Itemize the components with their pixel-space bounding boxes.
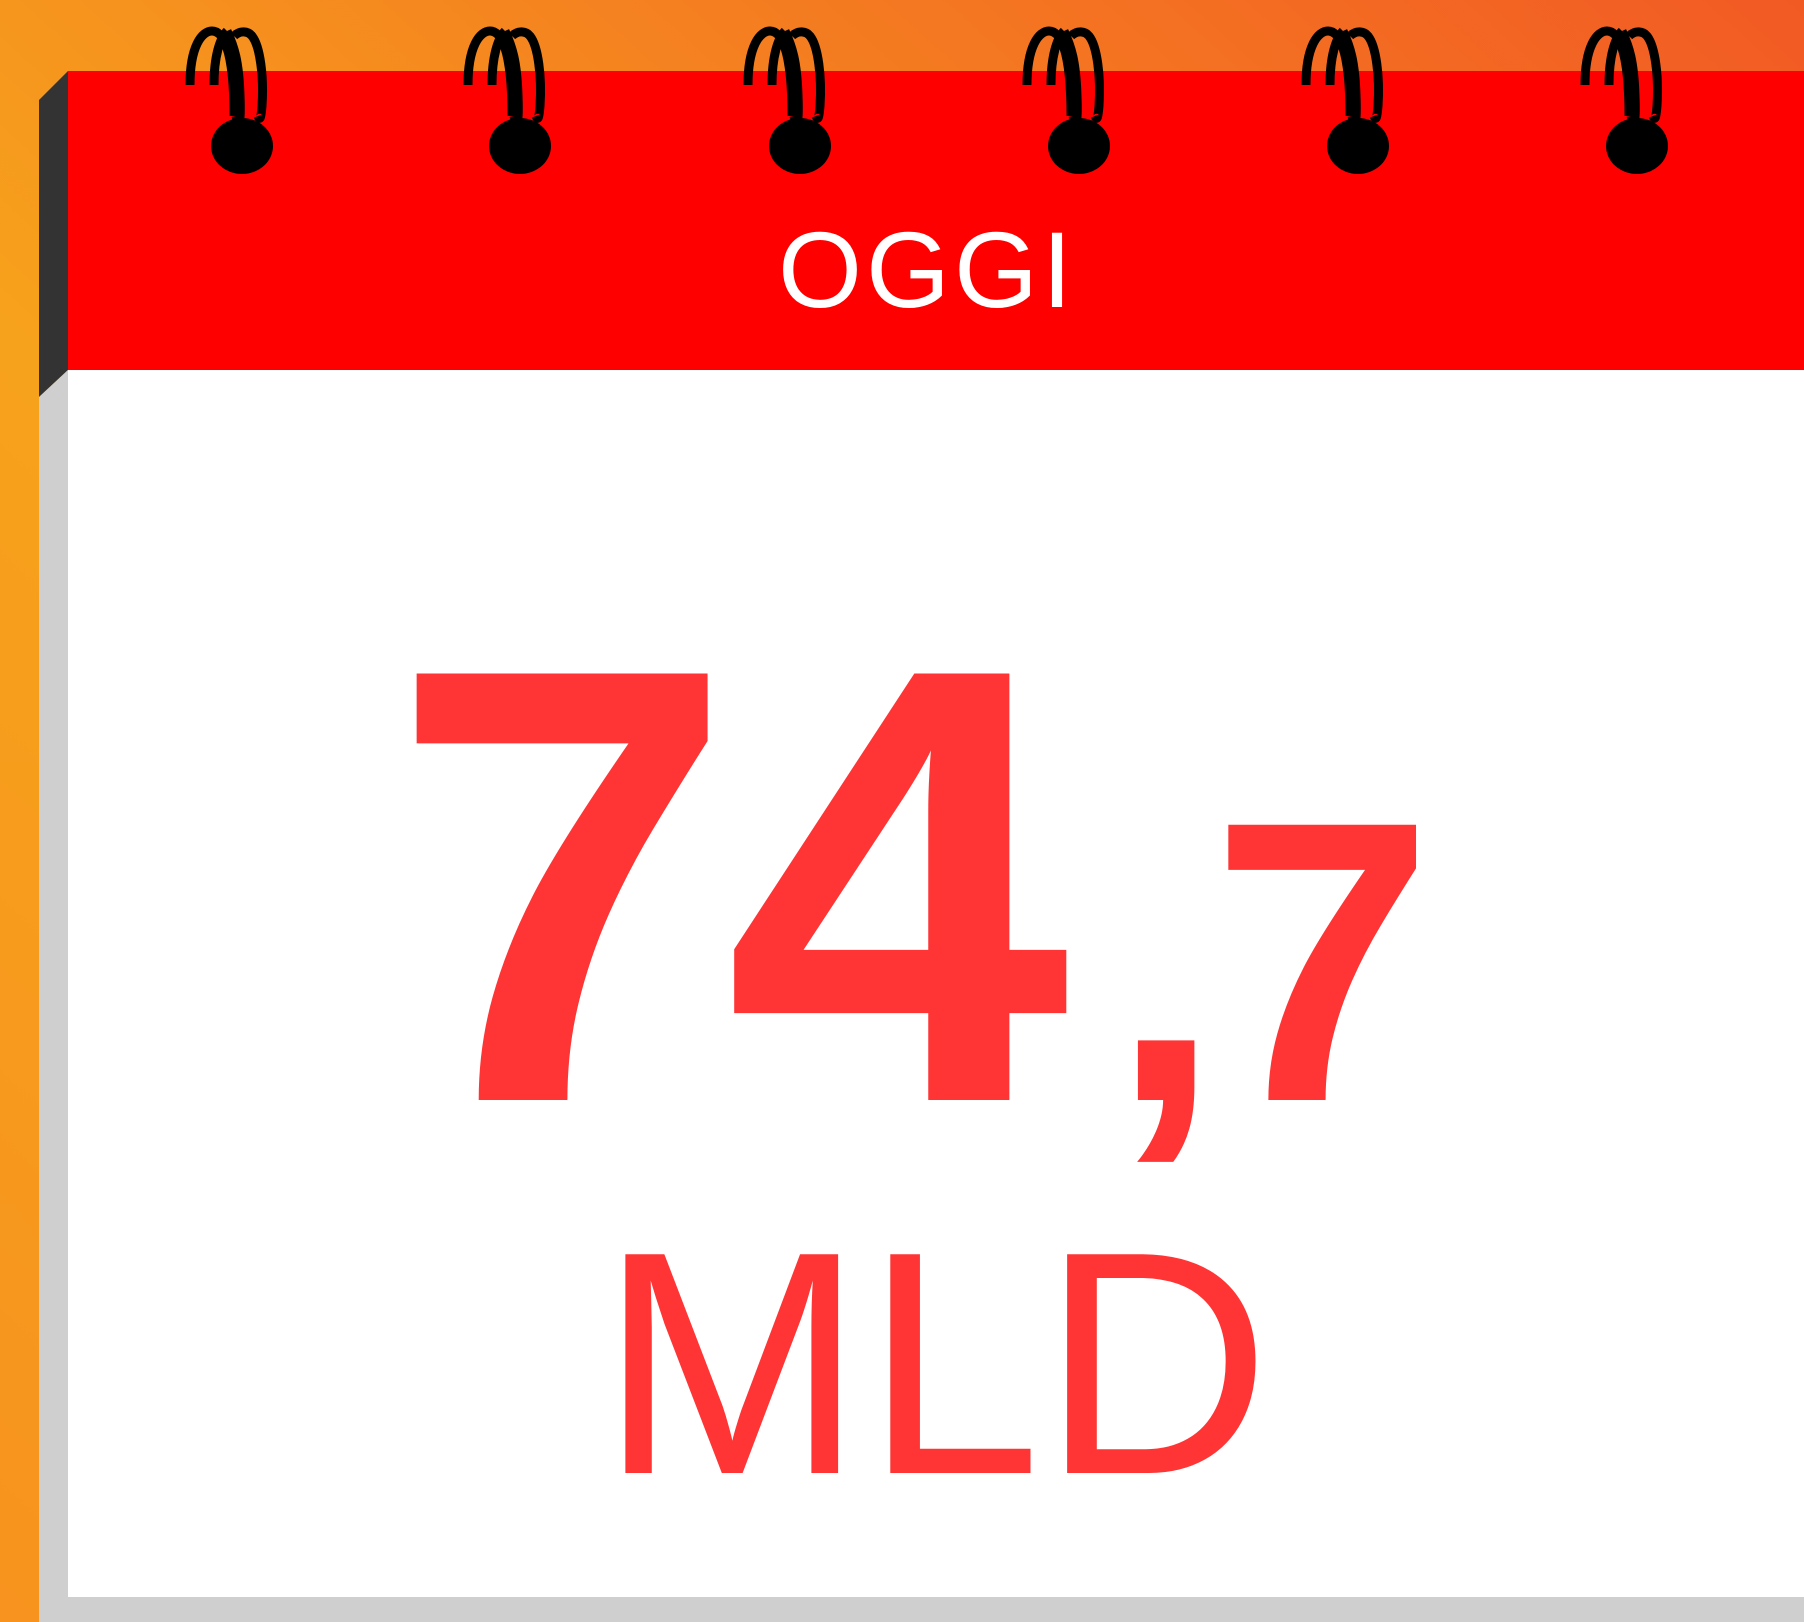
header-label: OGGI xyxy=(778,209,1076,330)
calendar-page xyxy=(68,370,1804,1597)
figure-unit: MLD xyxy=(599,1186,1270,1541)
page-edge xyxy=(39,71,68,397)
figure-decimal: ,7 xyxy=(1110,738,1424,1185)
figure-integer: 74 xyxy=(390,540,1074,1232)
calendar-header xyxy=(68,71,1804,370)
